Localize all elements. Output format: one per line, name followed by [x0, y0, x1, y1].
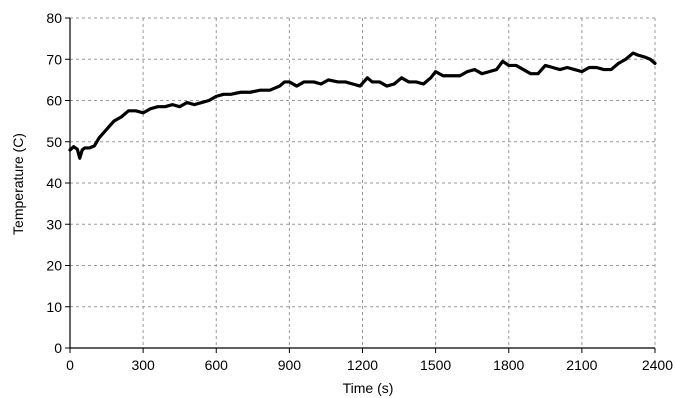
y-tick-label: 60 [46, 93, 62, 109]
x-tick-label: 2100 [566, 357, 597, 373]
x-tick-label: 1800 [493, 357, 524, 373]
x-tick-label: 0 [66, 357, 74, 373]
y-axis-title: Temperature (C) [10, 133, 26, 235]
x-tick-label: 1500 [420, 357, 451, 373]
x-tick-label: 1200 [347, 357, 378, 373]
x-tick-label: 600 [205, 357, 229, 373]
tick-labels: 0 10 20 30 40 50 60 70 80 0 300 600 900 1200 1500 1800 2… [46, 10, 673, 373]
temperature-series-line [68, 51, 657, 160]
y-tick-label: 80 [46, 10, 62, 26]
x-tick-label: 900 [278, 357, 302, 373]
x-tick-label: 2400 [642, 357, 673, 373]
y-tick-label: 20 [46, 258, 62, 274]
x-axis-title: Time (s) [343, 380, 394, 396]
x-tick-label: 300 [131, 357, 155, 373]
y-tick-label: 30 [46, 216, 62, 232]
axes [65, 17, 656, 353]
y-tick-label: 10 [46, 299, 62, 315]
y-tick-label: 70 [46, 51, 62, 67]
y-tick-label: 40 [46, 175, 62, 191]
y-tick-label: 0 [54, 340, 62, 356]
series-layer [68, 51, 657, 160]
y-tick-label: 50 [46, 134, 62, 150]
